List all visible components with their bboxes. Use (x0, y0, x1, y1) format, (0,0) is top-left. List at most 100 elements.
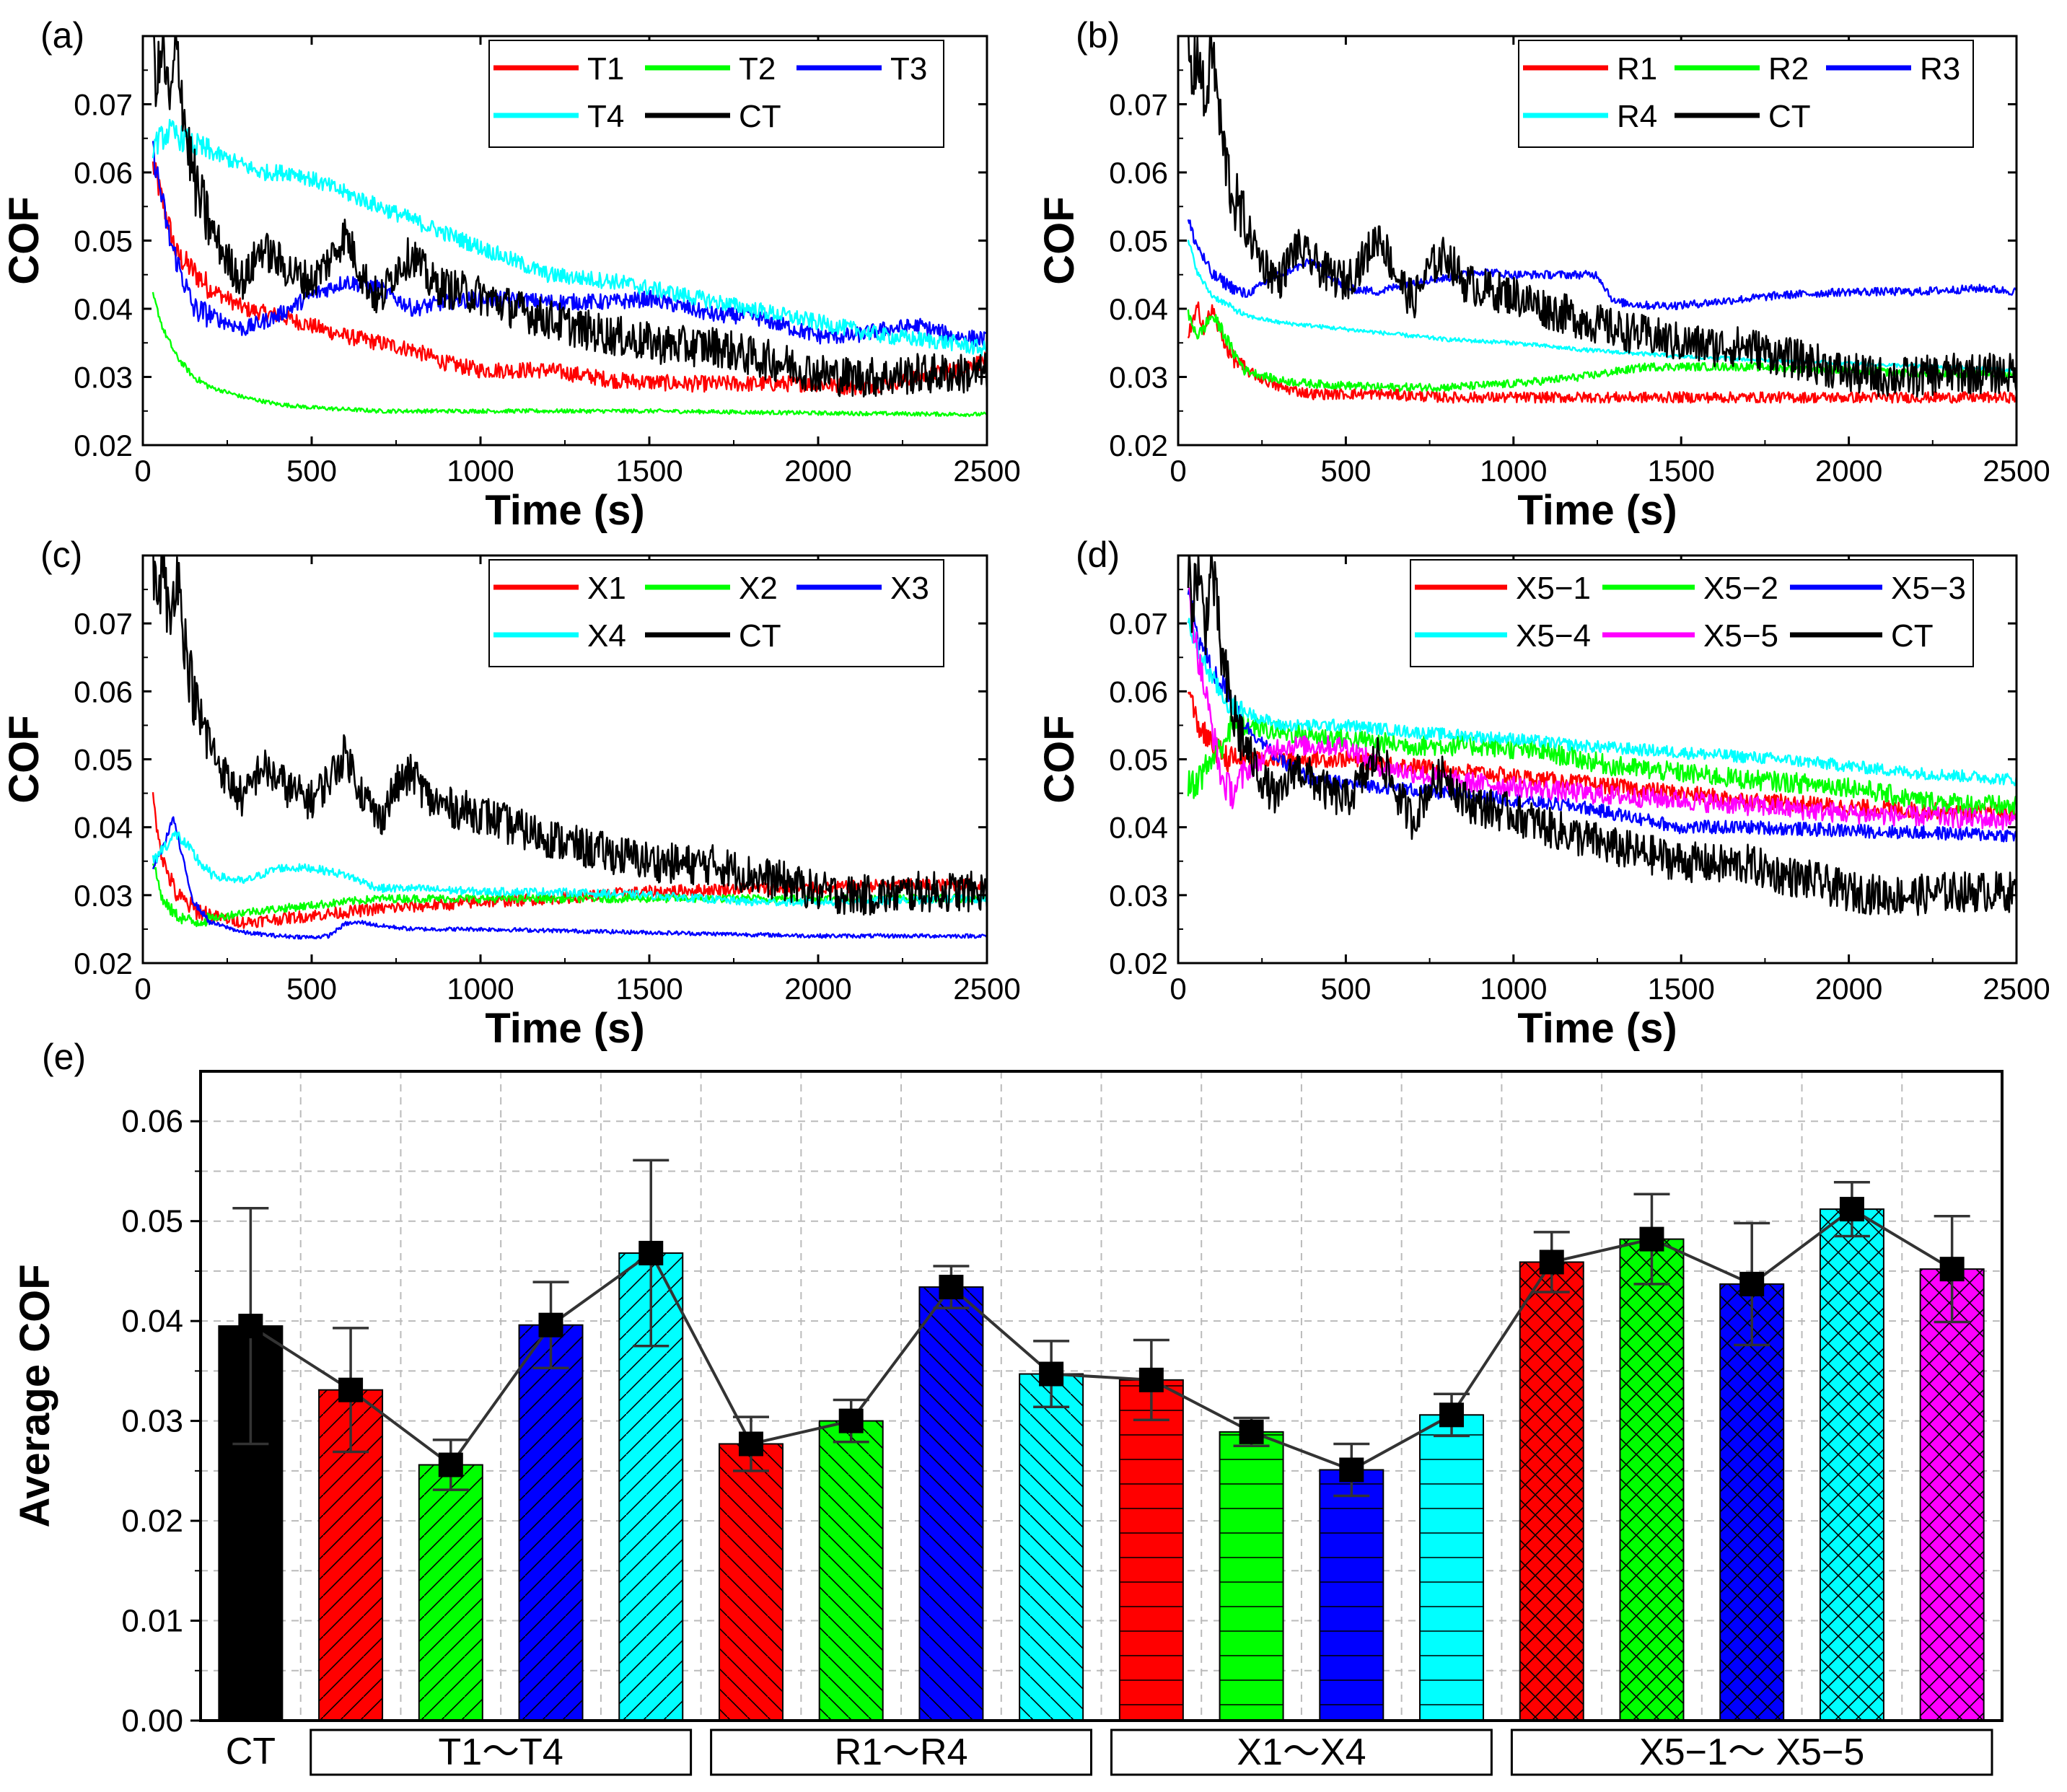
y-tick-label: 0.05 (1109, 743, 1168, 777)
x-tick-label: 0 (134, 972, 151, 1006)
legend-label: X3 (890, 571, 929, 606)
series-line-T3 (152, 141, 987, 347)
bar-X5−2 (1619, 1238, 1685, 1721)
mean-marker-T3 (538, 1312, 563, 1338)
x-tick-label: 2500 (1983, 454, 2050, 488)
series-group (152, 36, 987, 418)
mean-marker-R2 (838, 1408, 864, 1433)
bar-X5−4 (1819, 1208, 1884, 1721)
x-tick-label: 2000 (1815, 972, 1882, 1006)
mean-marker-X2 (1239, 1419, 1264, 1444)
y-tick-label: 0.04 (74, 811, 133, 845)
legend-box (488, 40, 944, 148)
x-tick-label: 1500 (1647, 454, 1714, 488)
legend-label: X1 (587, 571, 626, 606)
legend-label: X5−2 (1703, 571, 1778, 606)
y-tick-label: 0.04 (121, 1304, 183, 1339)
x-tick-label: 2500 (953, 454, 1020, 488)
legend-label: X5−4 (1516, 618, 1591, 654)
category-label-ct: CT (226, 1731, 276, 1773)
x-tick-label: 1000 (447, 972, 514, 1006)
y-tick-label: 0.06 (74, 156, 133, 190)
y-tick-label: 0.04 (1109, 292, 1168, 326)
x-tick-label: 500 (286, 454, 337, 488)
y-tick-label: 0.01 (121, 1604, 183, 1639)
y-tick-label: 0.05 (74, 743, 133, 777)
group-bracket (310, 1729, 693, 1776)
mean-marker-X3 (1339, 1457, 1364, 1483)
series-line-X5−5 (1188, 587, 2016, 831)
y-tick-label: 0.07 (74, 607, 133, 641)
legend-label: X2 (739, 571, 778, 606)
y-tick-label: 0.06 (74, 675, 133, 708)
legend-label: X5−1 (1516, 571, 1591, 606)
y-tick-label: 0.03 (74, 361, 133, 395)
series-line-X4 (152, 830, 987, 908)
series-line-X5−2 (1187, 710, 2016, 816)
x-tick-label: 1500 (615, 972, 683, 1006)
bar-X3 (1319, 1469, 1384, 1721)
bar-X4 (1419, 1414, 1485, 1722)
y-tick-label: 0.02 (121, 1503, 183, 1539)
x-tick-label: 0 (134, 454, 151, 488)
series-group (1187, 36, 2016, 404)
y-tick-label: 0.02 (1109, 946, 1168, 980)
x-tick-label: 0 (1169, 454, 1186, 488)
legend-label: R2 (1768, 51, 1809, 87)
bar-X1 (1118, 1379, 1184, 1722)
y-tick-label: 0.05 (1109, 224, 1168, 258)
series-line-CT (1187, 555, 2016, 916)
bar-X5−3 (1719, 1283, 1785, 1721)
bar-X2 (1219, 1431, 1284, 1722)
x-tick-label: 500 (1320, 972, 1371, 1006)
panel-label: (d) (1076, 535, 1120, 575)
x-axis-label: Time (s) (1517, 487, 1677, 534)
group-bracket (1110, 1729, 1493, 1776)
x-tick-label: 2000 (784, 454, 851, 488)
mean-marker-X4 (1439, 1402, 1465, 1428)
panel-label: (c) (40, 535, 82, 575)
bar-R1 (718, 1443, 784, 1721)
x-tick-label: 1000 (1480, 454, 1547, 488)
x-tick-label: 0 (1169, 972, 1186, 1006)
mean-marker-R1 (738, 1431, 763, 1457)
y-tick-label: 0.07 (74, 88, 133, 122)
panel-label: (b) (1076, 15, 1120, 56)
mean-marker-X5−4 (1839, 1197, 1864, 1222)
legend-box (1518, 40, 1974, 148)
y-tick-label: 0.03 (121, 1404, 183, 1439)
series-line-X5−1 (1187, 691, 2016, 822)
x-tick-label: 1000 (447, 454, 514, 488)
panel-d: 0.02 0.03 0.04 0.05 0.06 0.07 0 500 1000 1500 2000… (1036, 535, 2050, 1052)
y-tick-label: 0.07 (1109, 88, 1168, 122)
legend-label: X5−3 (1891, 571, 1966, 606)
series-line-T2 (152, 291, 987, 418)
mean-connector-line (250, 1207, 1953, 1472)
y-tick-label: 0.07 (1109, 607, 1168, 641)
mean-marker-R4 (1039, 1361, 1064, 1387)
mean-marker-CT (238, 1314, 263, 1339)
x-axis-label: Time (s) (485, 487, 644, 534)
legend-label: T2 (739, 51, 776, 87)
series-line-CT (152, 555, 987, 916)
mean-marker-R3 (939, 1275, 964, 1300)
x-tick-label: 1000 (1480, 972, 1547, 1006)
y-tick-label: 0.06 (1109, 675, 1168, 708)
bar-R3 (918, 1286, 984, 1721)
y-axis-label: COF (1, 196, 48, 284)
legend-label: R1 (1617, 51, 1657, 87)
y-axis-label: COF (1036, 196, 1083, 284)
y-tick-label: 0.05 (74, 224, 133, 258)
series-line-X3 (152, 816, 987, 940)
x-tick-label: 1500 (615, 454, 683, 488)
legend-label: R4 (1617, 99, 1657, 134)
bar-R2 (818, 1420, 884, 1721)
group-bracket (1510, 1729, 1993, 1776)
x-tick-label: 2500 (953, 972, 1020, 1006)
y-axis-label: COF (1, 715, 48, 803)
legend-box (488, 559, 944, 667)
x-tick-label: 500 (286, 972, 337, 1006)
group-label: T1～T4 (438, 1731, 563, 1773)
bar-R4 (1019, 1373, 1084, 1721)
